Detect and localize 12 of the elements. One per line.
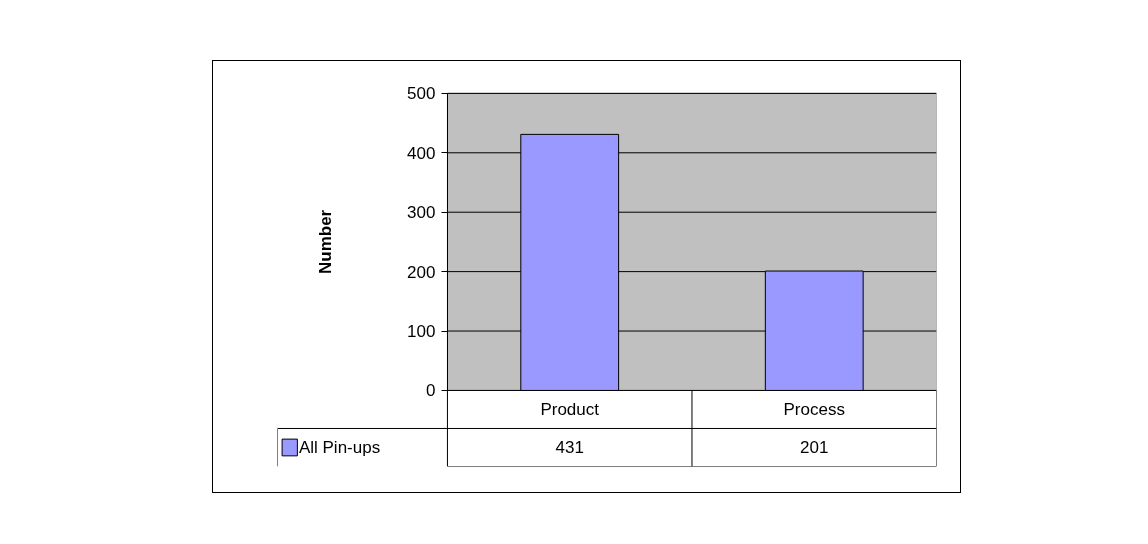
y-tick-label: 100	[407, 322, 436, 342]
x-tick-label: Product	[540, 399, 600, 419]
y-tick-label: 500	[407, 84, 436, 104]
y-tick-label: 300	[407, 203, 436, 223]
legend-label: All Pin-ups	[298, 437, 381, 457]
x-tick-label: Process	[783, 399, 845, 419]
y-tick-label: 400	[407, 143, 436, 163]
data-label: 431	[555, 438, 584, 458]
y-axis-title: Number	[315, 209, 335, 275]
data-label: 201	[800, 438, 829, 458]
y-tick-label: 0	[425, 381, 436, 401]
y-tick-label: 200	[407, 262, 436, 282]
